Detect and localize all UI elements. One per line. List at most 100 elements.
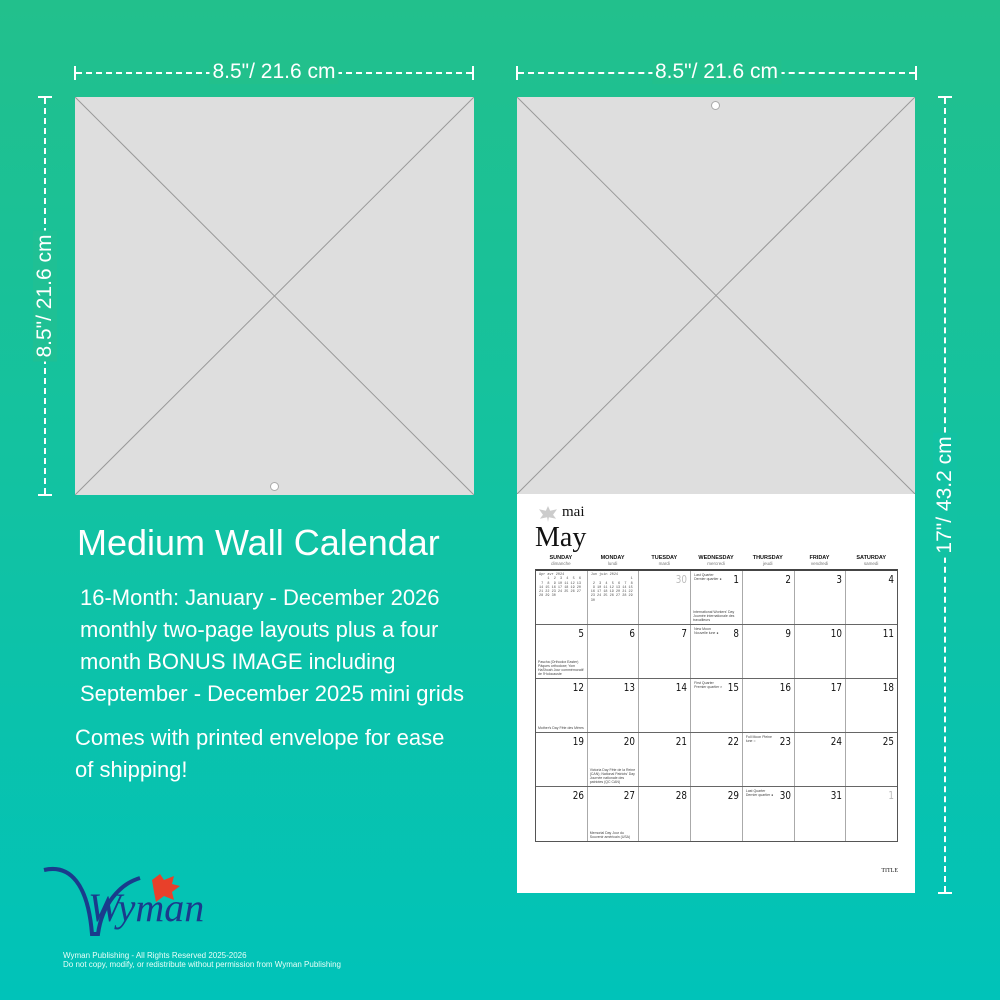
day-number: 30 — [779, 789, 791, 802]
left-height-dimension: 8.5"/ 21.6 cm — [33, 96, 57, 496]
day-cell: 23 Full Moon Pleine lune ○ — [743, 733, 795, 786]
day-cell: 15 First Quarter Premier quartier ◐ — [691, 679, 743, 732]
moon-phase: Last Quarter Dernier quartier ● — [694, 573, 722, 581]
day-cell: 28 — [639, 787, 692, 841]
calendar-week: 5 Pascha (Orthodox Easter) Pâques orthodo… — [536, 625, 897, 679]
day-number: 10 — [831, 627, 843, 640]
day-number: 24 — [831, 735, 843, 748]
day-number: 25 — [882, 735, 895, 748]
day-cell: 12 Mother's Day Fête des Mères — [536, 679, 588, 732]
left-width-label: 8.5"/ 21.6 cm — [209, 60, 339, 84]
weekday-en: WEDNESDAY — [698, 555, 734, 561]
day-cell: 2 — [743, 571, 795, 624]
day-cell: 22 — [691, 733, 743, 786]
holiday-text: Pascha (Orthodox Easter) Pâques orthodox… — [538, 660, 584, 676]
hanging-hole — [711, 101, 720, 110]
day-cell: 8 New Moon Nouvelle lune ● — [691, 625, 743, 678]
weekday-en: THURSDAY — [752, 555, 783, 561]
weekday-fr: vendredi — [810, 561, 829, 566]
calendar-week: Apr avr 2024 1 2 3 4 5 6 7 8 9 10 11 12 … — [536, 571, 897, 625]
day-number: 3 — [836, 573, 843, 586]
day-cell: 9 — [743, 625, 795, 678]
day-number: 18 — [882, 681, 895, 694]
weekday-label: SUNDAY dimanche — [535, 555, 587, 567]
weekday-label: FRIDAY vendredi — [794, 555, 846, 567]
weekday-fr: mardi — [658, 561, 670, 566]
weekday-fr: samedi — [863, 561, 879, 566]
day-cell: 3 — [795, 571, 847, 624]
day-cell: 21 — [639, 733, 692, 786]
day-number: 29 — [727, 789, 739, 802]
day-cell: 13 — [588, 679, 640, 732]
day-cell: Apr avr 2024 1 2 3 4 5 6 7 8 9 10 11 12 … — [536, 571, 588, 624]
day-number: 1 — [733, 573, 739, 586]
mini-calendar: Jun juin 2024 1 2 3 4 5 6 7 8 9 10 11 12… — [590, 573, 633, 603]
day-number: 13 — [624, 681, 636, 694]
day-cell: 1 Last Quarter Dernier quartier ● Internat… — [691, 571, 743, 624]
day-cell: 30 — [639, 571, 692, 624]
day-cell: 16 — [743, 679, 795, 732]
copyright-line: Wyman Publishing - All Rights Reserved 2… — [63, 951, 247, 960]
weekday-en: SATURDAY — [856, 555, 886, 561]
holiday-text: International Workers' Day Journée inter… — [693, 610, 735, 622]
day-number: 14 — [675, 681, 688, 694]
day-number: 1 — [888, 789, 895, 802]
weekday-en: SUNDAY — [549, 555, 573, 561]
weekday-fr: dimanche — [551, 561, 571, 566]
wyman-logo — [43, 867, 180, 936]
day-cell: 18 — [846, 679, 897, 732]
day-cell: 25 — [846, 733, 897, 786]
day-number: 19 — [572, 735, 584, 748]
day-cell: 1 — [846, 787, 897, 841]
holiday-text: Mother's Day Fête des Mères — [538, 726, 584, 730]
day-number: 21 — [675, 735, 688, 748]
calendar-week: 26 27 Memorial Day Jour du Souvenir améric… — [536, 787, 897, 841]
day-number: 15 — [727, 681, 739, 694]
day-number: 8 — [733, 627, 739, 640]
day-cell: 10 — [795, 625, 847, 678]
right-width-dimension: 8.5"/ 21.6 cm — [516, 60, 917, 84]
day-cell: 17 — [795, 679, 847, 732]
weekday-header: SUNDAY dimanche MONDAY lundi TUESDAY mardi WED… — [535, 555, 897, 567]
weekday-en: MONDAY — [600, 555, 625, 561]
day-number: 28 — [675, 789, 688, 802]
calendar-week: 12 Mother's Day Fête des Mères 13 14 15 First… — [536, 679, 897, 733]
day-number: 2 — [784, 573, 791, 586]
right-width-label: 8.5"/ 21.6 cm — [651, 60, 782, 84]
day-cell: 24 — [795, 733, 847, 786]
day-cell: 7 — [639, 625, 692, 678]
weekday-label: WEDNESDAY mercredi — [690, 555, 742, 567]
hanging-hole — [270, 482, 279, 491]
day-cell: 30 Last Quarter Dernier quartier ● — [743, 787, 795, 841]
title-tag: TITLE — [881, 868, 898, 874]
day-number: 26 — [572, 789, 584, 802]
day-number: 16 — [779, 681, 791, 694]
day-cell: 14 — [639, 679, 692, 732]
day-cell: 4 — [846, 571, 897, 624]
day-number: 4 — [888, 573, 895, 586]
day-cell: 5 Pascha (Orthodox Easter) Pâques orthodo… — [536, 625, 588, 678]
day-number: 20 — [624, 735, 636, 748]
day-cell: 6 — [588, 625, 640, 678]
copyright-line: Do not copy, modify, or redistribute wit… — [63, 960, 341, 969]
weekday-fr: mercredi — [707, 561, 725, 566]
day-number: 11 — [882, 627, 895, 640]
day-number: 22 — [727, 735, 739, 748]
moon-phase: Last Quarter Dernier quartier ● — [745, 789, 774, 797]
day-cell: 26 — [536, 787, 588, 841]
maple-leaf-icon — [539, 506, 557, 522]
moon-phase: Full Moon Pleine lune ○ — [745, 735, 772, 743]
day-cell: 31 — [795, 787, 847, 841]
right-height-dimension: 17"/ 43.2 cm — [933, 96, 957, 894]
day-cell: 29 — [691, 787, 743, 841]
day-number: 12 — [572, 681, 584, 694]
day-number: 27 — [624, 789, 636, 802]
day-cell: 11 — [846, 625, 897, 678]
weekday-en: TUESDAY — [651, 555, 678, 561]
day-cell: Jun juin 2024 1 2 3 4 5 6 7 8 9 10 11 12… — [588, 571, 640, 624]
holiday-text: Memorial Day Jour du Souvenir américain … — [589, 831, 631, 839]
product-description: 16-Month: January - December 2026 monthl… — [80, 585, 464, 706]
weekday-fr: lundi — [607, 561, 618, 566]
product-title: Medium Wall Calendar — [77, 522, 440, 563]
left-width-dimension: 8.5"/ 21.6 cm — [74, 60, 474, 84]
